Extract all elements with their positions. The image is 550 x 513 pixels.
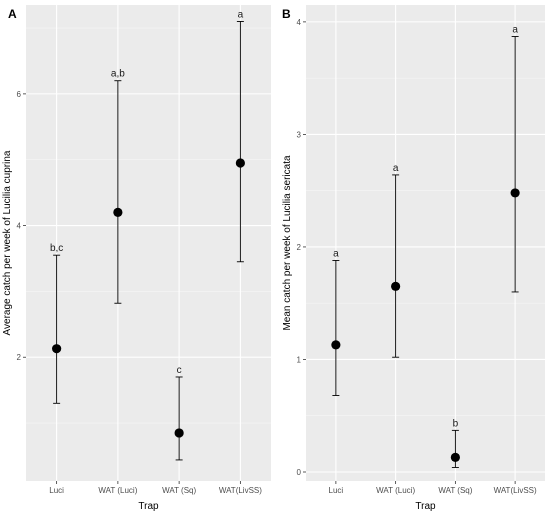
panel-a-group-label: a xyxy=(238,9,244,20)
panel-a: b,c a,b c a 2 4 6 Luci WAT (Luci) WAT (Sq) WAT(Li… xyxy=(2,5,271,512)
panel-b-group-label: a xyxy=(333,248,339,259)
panel-a-data-point xyxy=(52,344,62,354)
panel-b-ticks: 0 1 2 3 4 Luci WAT (Luci) WAT (Sq) WAT(LivSS) xyxy=(297,18,537,495)
panel-b-data-point xyxy=(331,340,341,350)
panel-a-group-label: c xyxy=(177,365,182,376)
panel-a-y-tick-label: 4 xyxy=(17,222,22,231)
panel-b-plot-background xyxy=(306,5,545,481)
panel-a-x-tick-label: WAT (Sq) xyxy=(162,486,196,495)
panel-b-x-tick-label: WAT (Luci) xyxy=(376,486,415,495)
panel-b-x-tick-label: WAT (Sq) xyxy=(438,486,472,495)
panel-a-x-tick-label: Luci xyxy=(49,486,64,495)
panel-a-y-tick-label: 6 xyxy=(17,90,22,99)
panel-a-group-label: a,b xyxy=(111,69,125,80)
panel-b-group-label: a xyxy=(512,25,518,36)
panel-b-x-axis-title: Trap xyxy=(415,501,436,512)
panel-b-x-tick-label: WAT(LivSS) xyxy=(494,486,537,495)
panel-b-data-point xyxy=(450,452,460,462)
panel-a-marks: b,c a,b c a xyxy=(50,9,245,461)
panel-b-group-label: a xyxy=(393,163,399,174)
panel-b-y-tick-label: 4 xyxy=(297,18,302,27)
panel-b-data-point xyxy=(510,188,520,198)
panel-b-x-tick-label: Luci xyxy=(329,486,344,495)
panel-a-y-axis-title: Average catch per week of Lucilia cuprin… xyxy=(2,150,13,335)
panel-b-label: B xyxy=(282,7,291,21)
panel-a-x-tick-label: WAT(LivSS) xyxy=(219,486,262,495)
panel-b-y-tick-label: 3 xyxy=(297,130,302,139)
panel-a-group-label: b,c xyxy=(50,243,63,254)
panel-b-data-point xyxy=(391,281,401,291)
panel-a-x-tick-label: WAT (Luci) xyxy=(98,486,137,495)
panel-a-data-point xyxy=(113,207,123,217)
panel-b: a a b a 0 1 2 3 4 Luci WAT (Luci) WAT (Sq) WAT(LivS… xyxy=(282,5,545,512)
panel-a-x-axis-title: Trap xyxy=(138,501,159,512)
panel-a-ticks: 2 4 6 Luci WAT (Luci) WAT (Sq) WAT(LivSS) xyxy=(17,90,263,495)
panel-a-y-tick-label: 2 xyxy=(17,353,22,362)
panel-a-data-point xyxy=(174,428,184,438)
panel-b-marks: a a b a xyxy=(331,25,520,468)
panel-b-y-axis-title: Mean catch per week of Lucilia sericata xyxy=(282,155,293,331)
panel-b-y-tick-label: 0 xyxy=(297,468,302,477)
panel-b-y-tick-label: 2 xyxy=(297,243,302,252)
panel-a-plot-background xyxy=(26,5,271,481)
panel-a-data-point xyxy=(235,158,245,168)
panel-a-label: A xyxy=(8,7,17,21)
panel-b-y-tick-label: 1 xyxy=(297,355,302,364)
panel-b-group-label: b xyxy=(453,418,459,429)
